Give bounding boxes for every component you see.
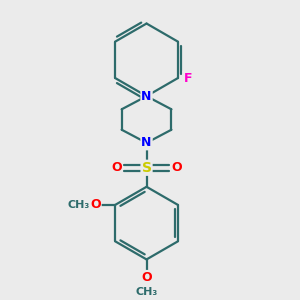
Text: O: O bbox=[90, 198, 101, 212]
Text: S: S bbox=[142, 161, 152, 175]
Text: F: F bbox=[183, 71, 192, 85]
Text: CH₃: CH₃ bbox=[135, 287, 158, 297]
Text: O: O bbox=[171, 161, 182, 174]
Text: N: N bbox=[141, 136, 152, 149]
Text: CH₃: CH₃ bbox=[68, 200, 90, 210]
Text: N: N bbox=[141, 90, 152, 103]
Text: O: O bbox=[111, 161, 122, 174]
Text: O: O bbox=[141, 271, 152, 284]
